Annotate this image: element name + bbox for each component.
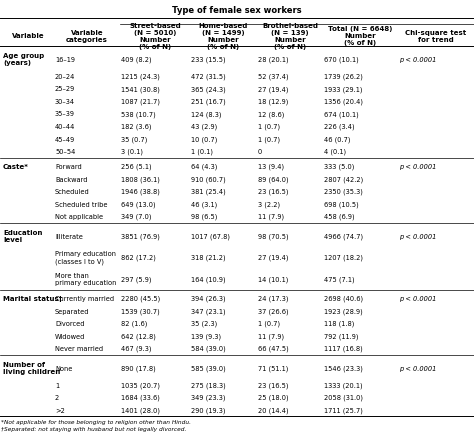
Text: 45–49: 45–49 [55,136,75,142]
Text: p < 0.0001: p < 0.0001 [399,295,437,301]
Text: 2: 2 [55,394,59,400]
Text: 333 (5.0): 333 (5.0) [324,163,355,170]
Text: p < 0.0001: p < 0.0001 [399,365,437,371]
Text: 4 (0.1): 4 (0.1) [324,148,346,155]
Text: 409 (8.2): 409 (8.2) [121,57,152,63]
Text: 82 (1.6): 82 (1.6) [121,320,147,327]
Text: 1087 (21.7): 1087 (21.7) [121,99,160,105]
Text: Not applicable: Not applicable [55,214,103,220]
Text: 66 (47.5): 66 (47.5) [258,345,289,352]
Text: 27 (19.4): 27 (19.4) [258,86,289,92]
Text: 139 (9.3): 139 (9.3) [191,332,221,339]
Text: 52 (37.4): 52 (37.4) [258,73,289,80]
Text: 30–34: 30–34 [55,99,75,105]
Text: 349 (7.0): 349 (7.0) [121,213,152,220]
Text: 1 (0.7): 1 (0.7) [258,124,280,130]
Text: 28 (20.1): 28 (20.1) [258,57,289,63]
Text: 10 (0.7): 10 (0.7) [191,136,218,142]
Text: 3851 (76.9): 3851 (76.9) [121,233,160,239]
Text: *Not applicable for those belonging to religion other than Hindu.: *Not applicable for those belonging to r… [1,419,191,424]
Text: 1739 (26.2): 1739 (26.2) [324,73,363,80]
Text: 467 (9.3): 467 (9.3) [121,345,152,352]
Text: 1 (0.7): 1 (0.7) [258,136,280,142]
Text: 18 (12.9): 18 (12.9) [258,99,288,105]
Text: 290 (19.3): 290 (19.3) [191,406,226,413]
Text: Type of female sex workers: Type of female sex workers [172,6,302,15]
Text: Forward: Forward [55,164,82,170]
Text: 1333 (20.1): 1333 (20.1) [324,381,363,388]
Text: 124 (8.3): 124 (8.3) [191,111,221,117]
Text: 349 (23.3): 349 (23.3) [191,394,226,400]
Text: 642 (12.8): 642 (12.8) [121,332,156,339]
Text: 1541 (30.8): 1541 (30.8) [121,86,160,92]
Text: 1546 (23.3): 1546 (23.3) [324,364,363,371]
Text: Primary education
(classes I to V): Primary education (classes I to V) [55,251,116,264]
Text: 64 (4.3): 64 (4.3) [191,163,218,170]
Text: 1923 (28.9): 1923 (28.9) [324,307,363,314]
Text: 584 (39.0): 584 (39.0) [191,345,226,352]
Text: 43 (2.9): 43 (2.9) [191,124,217,130]
Text: 347 (23.1): 347 (23.1) [191,307,226,314]
Text: 25–29: 25–29 [55,86,75,92]
Text: 3 (2.2): 3 (2.2) [258,201,280,208]
Text: 11 (7.9): 11 (7.9) [258,213,284,220]
Text: 458 (6.9): 458 (6.9) [324,213,355,220]
Text: 297 (5.9): 297 (5.9) [121,276,152,282]
Text: p < 0.0001: p < 0.0001 [399,164,437,170]
Text: 23 (16.5): 23 (16.5) [258,381,289,388]
Text: 910 (60.7): 910 (60.7) [191,176,226,182]
Text: 16–19: 16–19 [55,57,75,63]
Text: 1539 (30.7): 1539 (30.7) [121,307,160,314]
Text: 24 (17.3): 24 (17.3) [258,295,289,302]
Text: 0: 0 [258,149,262,155]
Text: 381 (25.4): 381 (25.4) [191,188,226,195]
Text: Variable: Variable [12,33,44,39]
Text: Marital status†: Marital status† [3,295,62,301]
Text: 3 (0.1): 3 (0.1) [121,148,143,155]
Text: 1684 (33.6): 1684 (33.6) [121,394,160,400]
Text: 890 (17.8): 890 (17.8) [121,364,156,371]
Text: Scheduled tribe: Scheduled tribe [55,201,108,207]
Text: p < 0.0001: p < 0.0001 [399,57,437,63]
Text: 1711 (25.7): 1711 (25.7) [324,406,363,413]
Text: 50–54: 50–54 [55,149,75,155]
Text: 1 (0.1): 1 (0.1) [191,148,213,155]
Text: 20 (14.4): 20 (14.4) [258,406,289,413]
Text: 2698 (40.6): 2698 (40.6) [324,295,363,302]
Text: 670 (10.1): 670 (10.1) [324,57,359,63]
Text: 35 (0.7): 35 (0.7) [121,136,147,142]
Text: 164 (10.9): 164 (10.9) [191,276,226,282]
Text: 862 (17.2): 862 (17.2) [121,254,156,261]
Text: 27 (19.4): 27 (19.4) [258,254,289,261]
Text: Number of
living children: Number of living children [3,361,60,374]
Text: Separated: Separated [55,308,90,314]
Text: 46 (0.7): 46 (0.7) [324,136,350,142]
Text: 13 (9.4): 13 (9.4) [258,163,284,170]
Text: Illiterate: Illiterate [55,233,83,239]
Text: 256 (5.1): 256 (5.1) [121,163,152,170]
Text: Chi-square test
for trend: Chi-square test for trend [405,29,466,42]
Text: 1356 (20.4): 1356 (20.4) [324,99,363,105]
Text: 318 (21.2): 318 (21.2) [191,254,226,261]
Text: >2: >2 [55,407,65,413]
Text: Age group
(years): Age group (years) [3,53,44,66]
Text: 2058 (31.0): 2058 (31.0) [324,394,363,400]
Text: 1 (0.7): 1 (0.7) [258,320,280,327]
Text: Street-based
(N = 5010)
Number
(% of N): Street-based (N = 5010) Number (% of N) [129,22,181,49]
Text: †Separated: not staying with husband but not legally divorced.: †Separated: not staying with husband but… [1,426,186,431]
Text: 20–24: 20–24 [55,74,75,80]
Text: 98 (6.5): 98 (6.5) [191,213,218,220]
Text: 1808 (36.1): 1808 (36.1) [121,176,160,182]
Text: 4966 (74.7): 4966 (74.7) [324,233,363,239]
Text: 2807 (42.2): 2807 (42.2) [324,176,363,182]
Text: 46 (3.1): 46 (3.1) [191,201,217,208]
Text: 226 (3.4): 226 (3.4) [324,124,355,130]
Text: 35–39: 35–39 [55,111,75,117]
Text: 1933 (29.1): 1933 (29.1) [324,86,363,92]
Text: 40–44: 40–44 [55,124,75,130]
Text: 182 (3.6): 182 (3.6) [121,124,152,130]
Text: 1946 (38.8): 1946 (38.8) [121,188,160,195]
Text: Widowed: Widowed [55,333,85,339]
Text: 89 (64.0): 89 (64.0) [258,176,289,182]
Text: 1035 (20.7): 1035 (20.7) [121,381,160,388]
